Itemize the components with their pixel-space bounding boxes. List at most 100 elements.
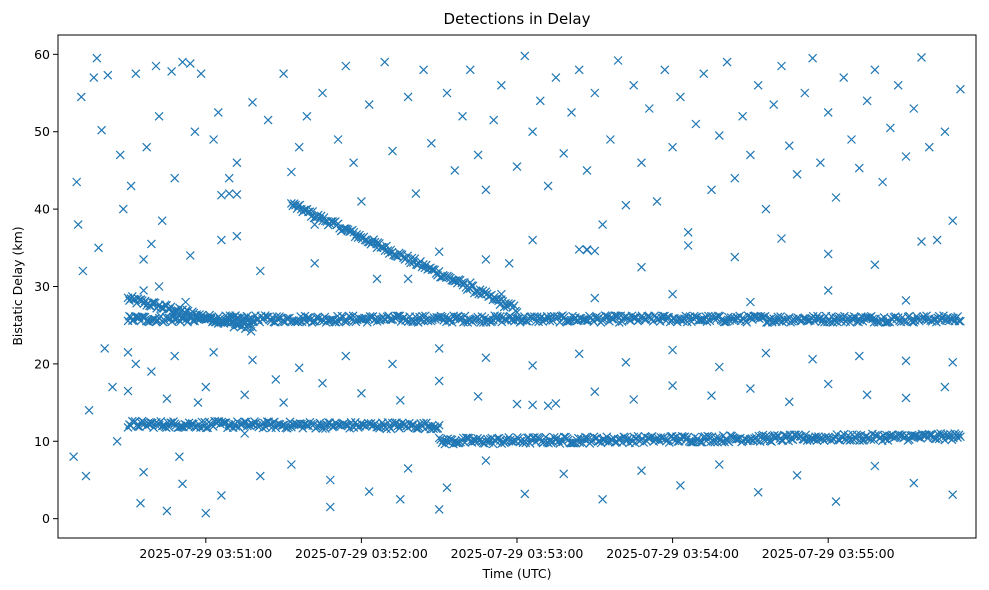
data-point (696, 315, 706, 325)
data-point (621, 357, 631, 367)
data-point (528, 400, 538, 410)
data-point (870, 65, 880, 75)
data-point (590, 293, 600, 303)
y-tick-label: 30 (34, 279, 50, 294)
data-point (574, 65, 584, 75)
data-point (528, 360, 538, 370)
data-point (870, 260, 880, 270)
data-point (777, 234, 786, 243)
data-point (592, 312, 602, 322)
data-point (216, 190, 226, 200)
data-point (170, 351, 180, 361)
data-point (146, 239, 156, 249)
x-tick-label: 2025-07-29 03:54:00 (606, 546, 739, 561)
data-point (637, 466, 646, 476)
data-point (286, 460, 296, 469)
data-point (930, 314, 940, 324)
data-point (395, 395, 405, 405)
data-point (174, 452, 184, 462)
data-point (496, 289, 506, 299)
data-point (652, 196, 662, 206)
data-point (808, 53, 818, 63)
x-axis-label: Time (UTC) (481, 566, 551, 581)
data-point (403, 463, 413, 473)
data-point (248, 97, 257, 107)
data-point (512, 399, 522, 409)
data-point (112, 436, 122, 446)
data-point (224, 189, 234, 199)
data-point (325, 502, 335, 512)
data-point (325, 475, 335, 485)
data-point (434, 420, 444, 430)
data-point (628, 313, 638, 323)
data-point (691, 119, 701, 129)
data-point (613, 56, 623, 65)
data-point (255, 266, 265, 276)
data-point (213, 107, 223, 117)
data-point (681, 435, 691, 445)
data-point (792, 169, 802, 179)
data-point (235, 419, 245, 429)
data-point (419, 418, 429, 428)
data-point (574, 349, 584, 359)
x-tick-label: 2025-07-29 03:52:00 (295, 546, 428, 561)
data-point (403, 251, 413, 261)
data-point (520, 489, 530, 499)
data-point (823, 107, 833, 117)
data-point (279, 398, 289, 408)
y-tick-label: 10 (34, 434, 50, 449)
data-point (831, 193, 841, 202)
data-point (931, 434, 941, 444)
data-point (495, 311, 505, 321)
data-point (84, 405, 94, 415)
data-point (131, 359, 141, 369)
data-point (81, 471, 91, 481)
data-point (393, 311, 403, 321)
data-point (426, 138, 436, 148)
data-point (509, 301, 519, 311)
data-point (839, 73, 849, 83)
data-point (917, 52, 926, 62)
data-point (178, 479, 187, 489)
data-point (299, 205, 309, 215)
data-point (745, 297, 755, 307)
data-point (209, 347, 219, 357)
data-point (909, 104, 919, 113)
data-point (196, 69, 206, 79)
data-point (356, 388, 366, 398)
data-point (606, 435, 616, 445)
data-point (730, 173, 740, 183)
data-point (224, 173, 234, 183)
data-point (924, 142, 934, 152)
data-point (178, 57, 187, 67)
data-point (167, 66, 177, 76)
data-point (286, 167, 296, 177)
data-point (738, 111, 748, 121)
data-point (563, 316, 573, 326)
data-point (97, 125, 107, 135)
data-point (574, 244, 584, 254)
data-point (567, 107, 576, 117)
x-tick-label: 2025-07-29 03:51:00 (139, 546, 272, 561)
data-point (761, 204, 771, 214)
data-point (133, 421, 143, 431)
data-point (598, 494, 608, 504)
data-point (372, 243, 382, 253)
data-point (901, 393, 911, 403)
data-point (419, 316, 429, 326)
data-point (854, 163, 864, 173)
data-point (823, 249, 833, 259)
data-point (707, 391, 716, 401)
x-tick-label: 2025-07-29 03:55:00 (762, 546, 895, 561)
data-point (465, 278, 475, 288)
data-point (139, 254, 149, 264)
data-point (326, 217, 336, 227)
data-point (654, 314, 664, 324)
data-point (395, 494, 405, 504)
data-point (909, 478, 919, 488)
data-point (862, 390, 872, 400)
data-point (372, 317, 382, 326)
data-point (181, 297, 191, 307)
data-point (178, 305, 187, 315)
data-point (392, 311, 402, 321)
